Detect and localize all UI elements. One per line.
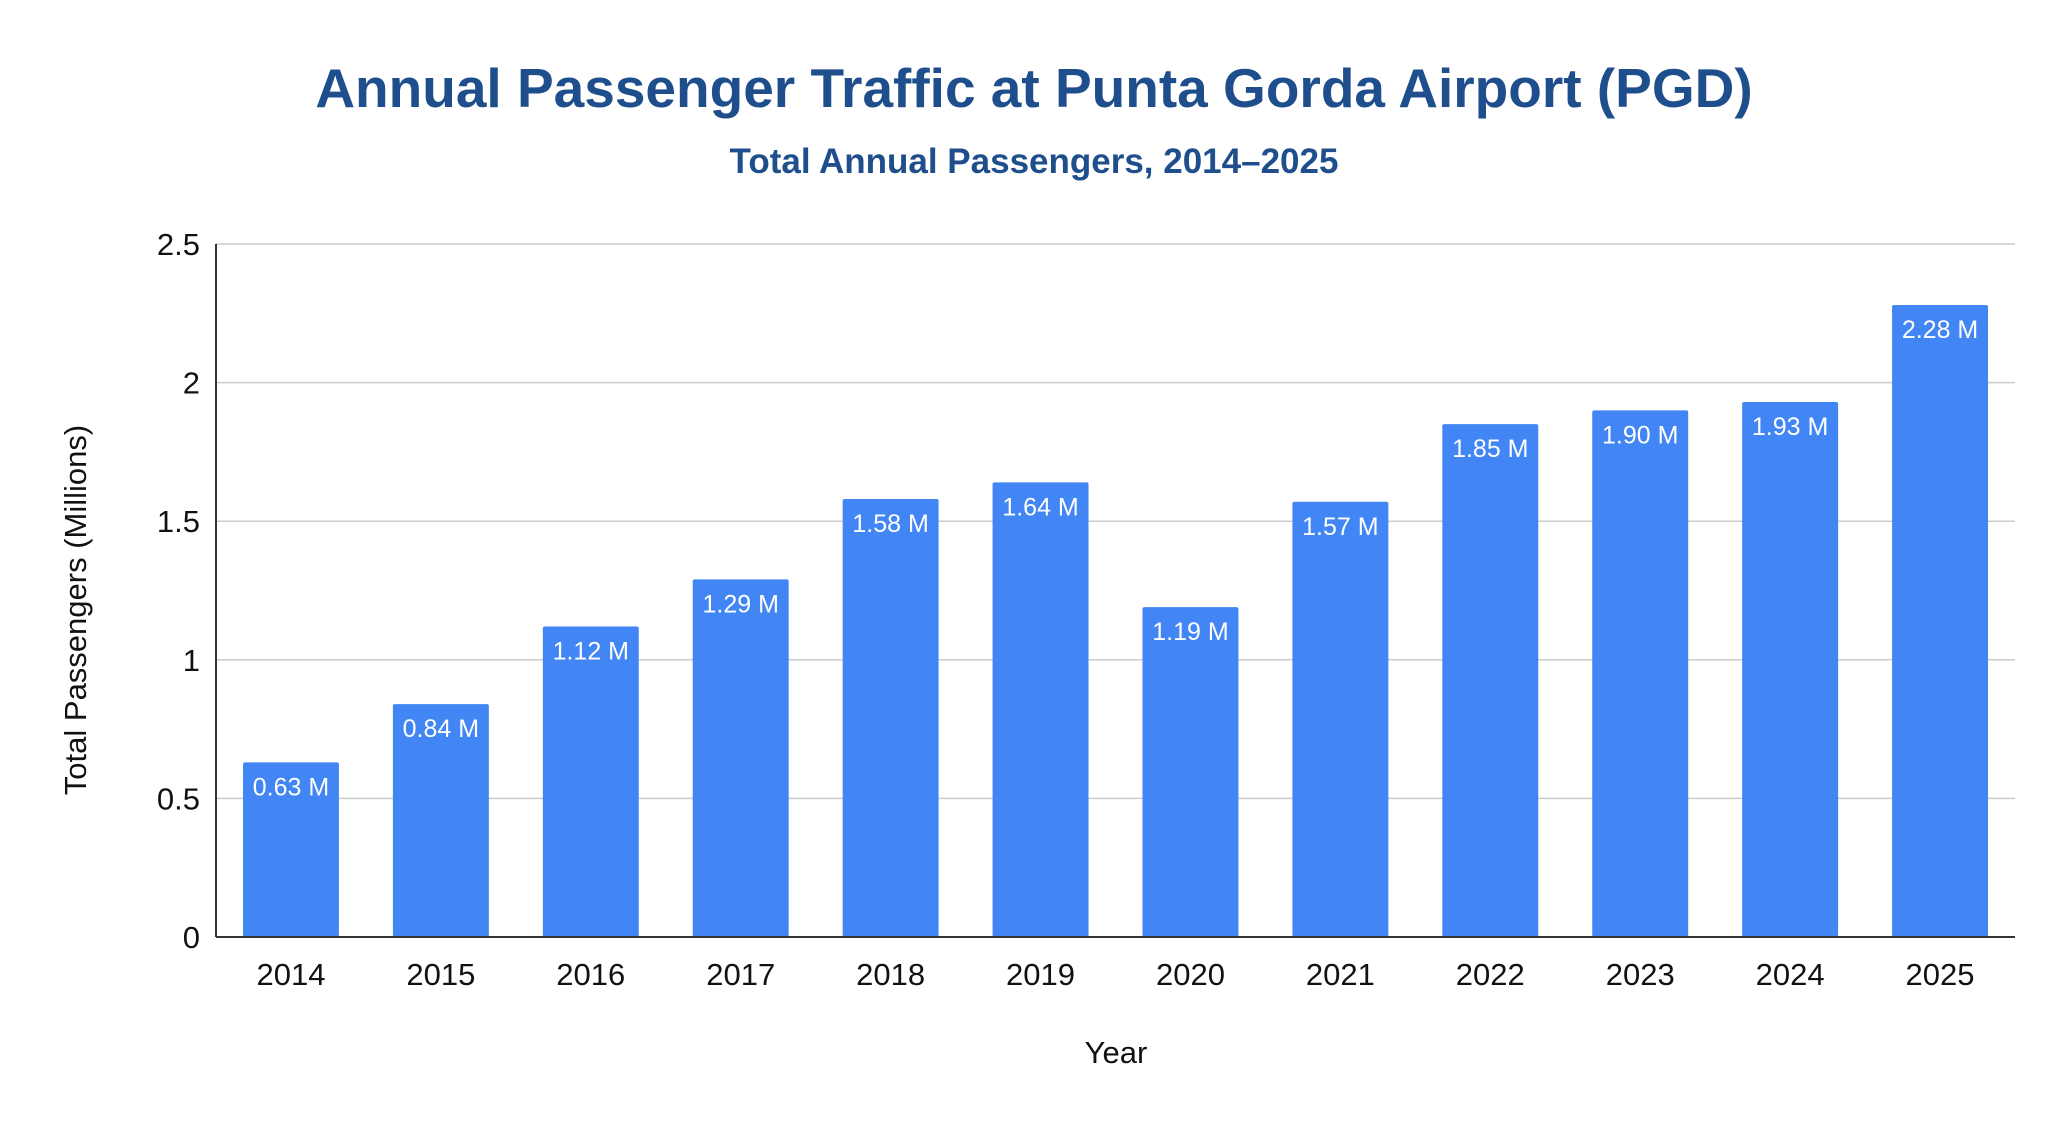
x-tick-label: 2025 <box>1906 957 1975 992</box>
x-tick-label: 2019 <box>1006 957 1075 992</box>
bar-data-label: 0.63 M <box>253 773 329 801</box>
bar-2018 <box>842 499 939 937</box>
y-tick-label: 2 <box>183 366 200 401</box>
x-tick-label: 2022 <box>1456 957 1525 992</box>
bar-2024 <box>1742 402 1839 937</box>
bar-data-label: 2.28 M <box>1902 316 1978 344</box>
x-tick-label: 2023 <box>1606 957 1675 992</box>
bar-data-label: 1.58 M <box>852 510 928 538</box>
bar-2014 <box>242 762 339 937</box>
y-tick-label: 0 <box>183 920 200 955</box>
bar-data-label: 1.12 M <box>553 638 629 666</box>
bar-2025 <box>1892 304 1989 937</box>
bars <box>242 304 1989 937</box>
bar-2021 <box>1292 501 1389 937</box>
bar-data-label: 0.84 M <box>403 715 479 743</box>
bar-2019 <box>992 482 1089 937</box>
y-tick-label: 1 <box>183 643 200 678</box>
x-axis-title: Year <box>1085 1035 1148 1070</box>
y-tick-label: 0.5 <box>157 781 200 816</box>
bar-data-label: 1.57 M <box>1302 513 1378 541</box>
bar-data-label: 1.93 M <box>1752 413 1828 441</box>
x-tick-label: 2024 <box>1756 957 1825 992</box>
x-tick-label: 2018 <box>856 957 925 992</box>
bar-data-label: 1.85 M <box>1452 435 1528 463</box>
bar-2016 <box>542 626 639 937</box>
x-tick-label: 2020 <box>1156 957 1225 992</box>
chart-title: Annual Passenger Traffic at Punta Gorda … <box>315 57 1753 119</box>
bar-2015 <box>392 704 489 937</box>
bar-2020 <box>1142 607 1239 937</box>
x-tick-label: 2017 <box>706 957 775 992</box>
x-tick-label: 2015 <box>406 957 475 992</box>
bar-data-labels: 0.63 M 0.84 M 1.12 M 1.29 M 1.58 M 1.64 M 1.19… <box>253 316 1979 801</box>
bar-2023 <box>1592 410 1689 937</box>
gridlines <box>216 243 2015 800</box>
bar-2022 <box>1442 424 1539 937</box>
y-axis-title: Total Passengers (Millions) <box>58 425 93 795</box>
bar-2017 <box>692 579 789 937</box>
bar-data-label: 1.64 M <box>1002 493 1078 521</box>
x-tick-label: 2016 <box>556 957 625 992</box>
y-tick-labels: 0 0.5 1 1.5 2 2.5 <box>157 227 200 955</box>
x-tick-label: 2014 <box>256 957 325 992</box>
x-tick-labels: 2014 2015 2016 2017 2018 2019 2020 2021 2022 2023… <box>256 957 1974 992</box>
bar-data-label: 1.19 M <box>1152 618 1228 646</box>
y-tick-label: 2.5 <box>157 227 200 262</box>
y-tick-label: 1.5 <box>157 504 200 539</box>
bar-data-label: 1.90 M <box>1602 421 1678 449</box>
x-tick-label: 2021 <box>1306 957 1375 992</box>
bar-data-label: 1.29 M <box>702 590 778 618</box>
chart-subtitle: Total Annual Passengers, 2014–2025 <box>729 142 1339 181</box>
